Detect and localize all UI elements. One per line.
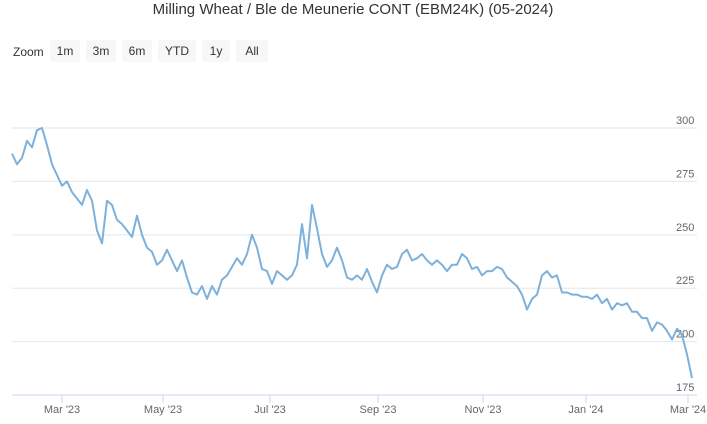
- y-tick-label: 225: [676, 275, 694, 287]
- y-tick-label: 250: [676, 222, 694, 234]
- zoom-button[interactable]: [158, 40, 196, 62]
- x-tick-label: Jan '24: [568, 404, 603, 416]
- zoom-button[interactable]: [236, 40, 268, 62]
- zoom-button-label[interactable]: All: [245, 44, 258, 58]
- x-tick-label: Jul '23: [254, 404, 285, 416]
- x-tick-label: Sep '23: [360, 404, 397, 416]
- y-tick-label: 200: [676, 329, 694, 341]
- chart-title: Milling Wheat / Ble de Meunerie CONT (EB…: [153, 1, 554, 18]
- zoom-label: Zoom: [13, 45, 44, 59]
- zoom-button-label[interactable]: YTD: [165, 44, 189, 58]
- y-tick-label: 275: [676, 168, 694, 180]
- y-tick-label: 300: [676, 115, 694, 127]
- x-tick-label: Nov '23: [465, 404, 502, 416]
- zoom-button[interactable]: [122, 40, 152, 62]
- zoom-button-label[interactable]: 3m: [93, 44, 110, 58]
- zoom-button-label[interactable]: 1m: [57, 44, 74, 58]
- x-tick-label: Mar '23: [44, 404, 80, 416]
- zoom-button[interactable]: [50, 40, 80, 62]
- zoom-button-label[interactable]: 6m: [129, 44, 146, 58]
- x-tick-label: Mar '24: [670, 404, 706, 416]
- price-line: [11, 127, 693, 379]
- zoom-button[interactable]: [86, 40, 116, 62]
- y-tick-label: 175: [676, 382, 694, 394]
- zoom-button-label[interactable]: 1y: [210, 44, 223, 58]
- x-tick-label: May '23: [144, 404, 182, 416]
- zoom-button[interactable]: [202, 40, 230, 62]
